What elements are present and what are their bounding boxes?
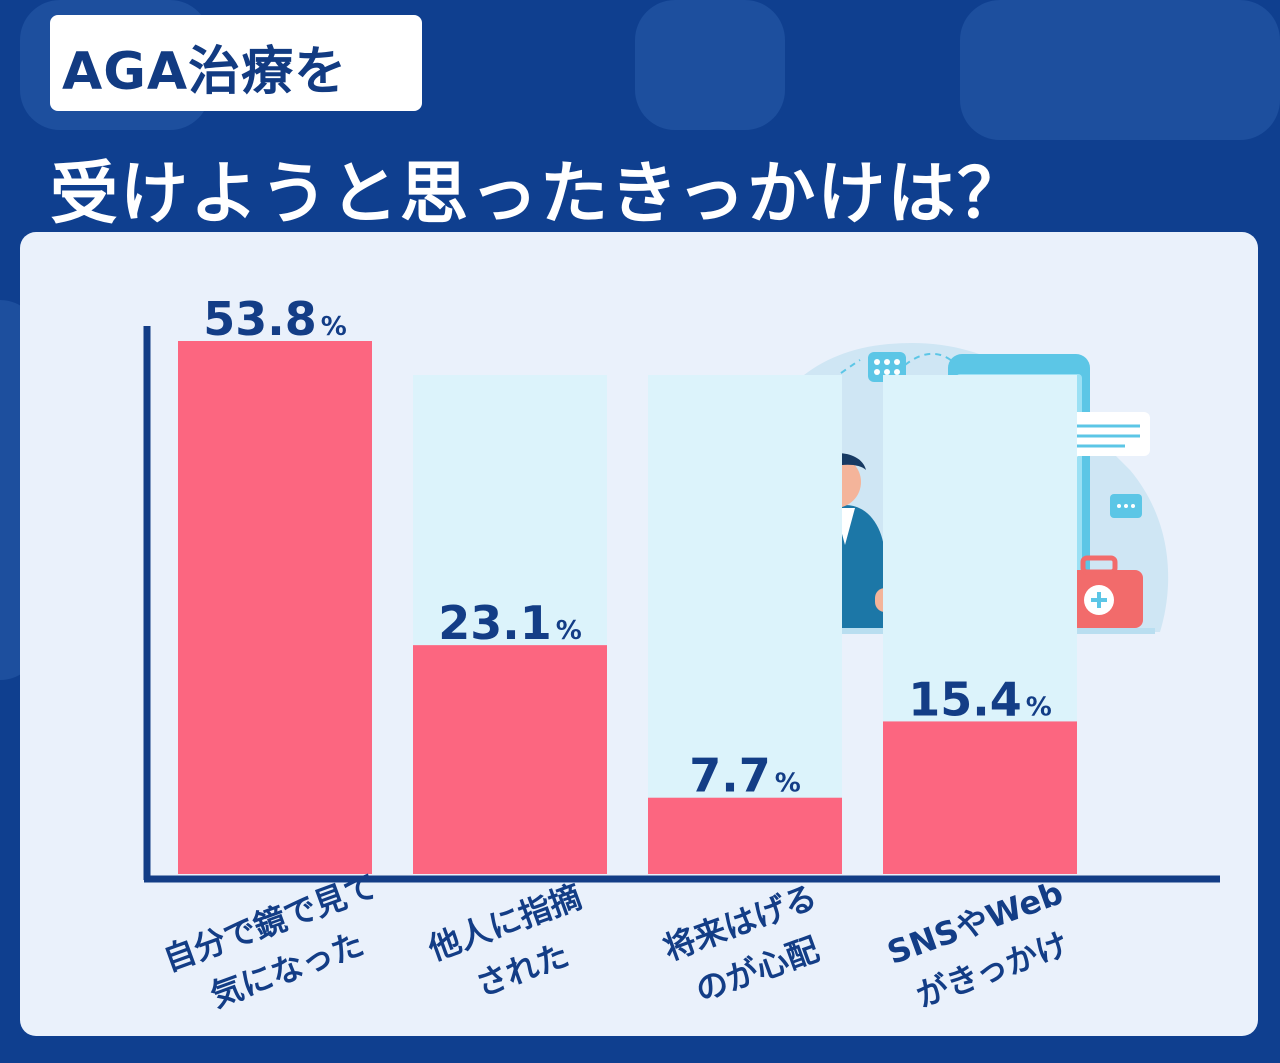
value-number: 23.1 bbox=[438, 596, 552, 650]
background-bubble bbox=[960, 0, 1280, 140]
value-label: 15.4% bbox=[908, 672, 1052, 726]
bar-track bbox=[648, 375, 842, 874]
value-number: 53.8 bbox=[203, 292, 317, 346]
title-tag: AGA治療を bbox=[50, 15, 422, 111]
value-number: 7.7 bbox=[689, 749, 771, 803]
value-label: 23.1% bbox=[438, 596, 582, 650]
bar bbox=[178, 341, 372, 874]
bar bbox=[883, 721, 1077, 874]
value-label: 7.7% bbox=[689, 749, 801, 803]
value-unit: % bbox=[556, 616, 582, 646]
value-label: 53.8% bbox=[203, 292, 347, 346]
value-unit: % bbox=[775, 769, 801, 799]
page-title: 受けようと思ったきっかけは？ bbox=[50, 155, 1028, 234]
title-tag-text: AGA治療を bbox=[62, 42, 348, 102]
value-unit: % bbox=[321, 312, 347, 342]
value-labels: 53.8 %23.1 %7.7 %15.4% bbox=[203, 292, 1052, 803]
bar bbox=[413, 645, 607, 874]
bar bbox=[648, 797, 842, 874]
value-unit: % bbox=[1026, 692, 1052, 722]
bars bbox=[178, 341, 1077, 874]
background-bubble bbox=[635, 0, 785, 130]
value-number: 15.4 bbox=[908, 672, 1022, 726]
